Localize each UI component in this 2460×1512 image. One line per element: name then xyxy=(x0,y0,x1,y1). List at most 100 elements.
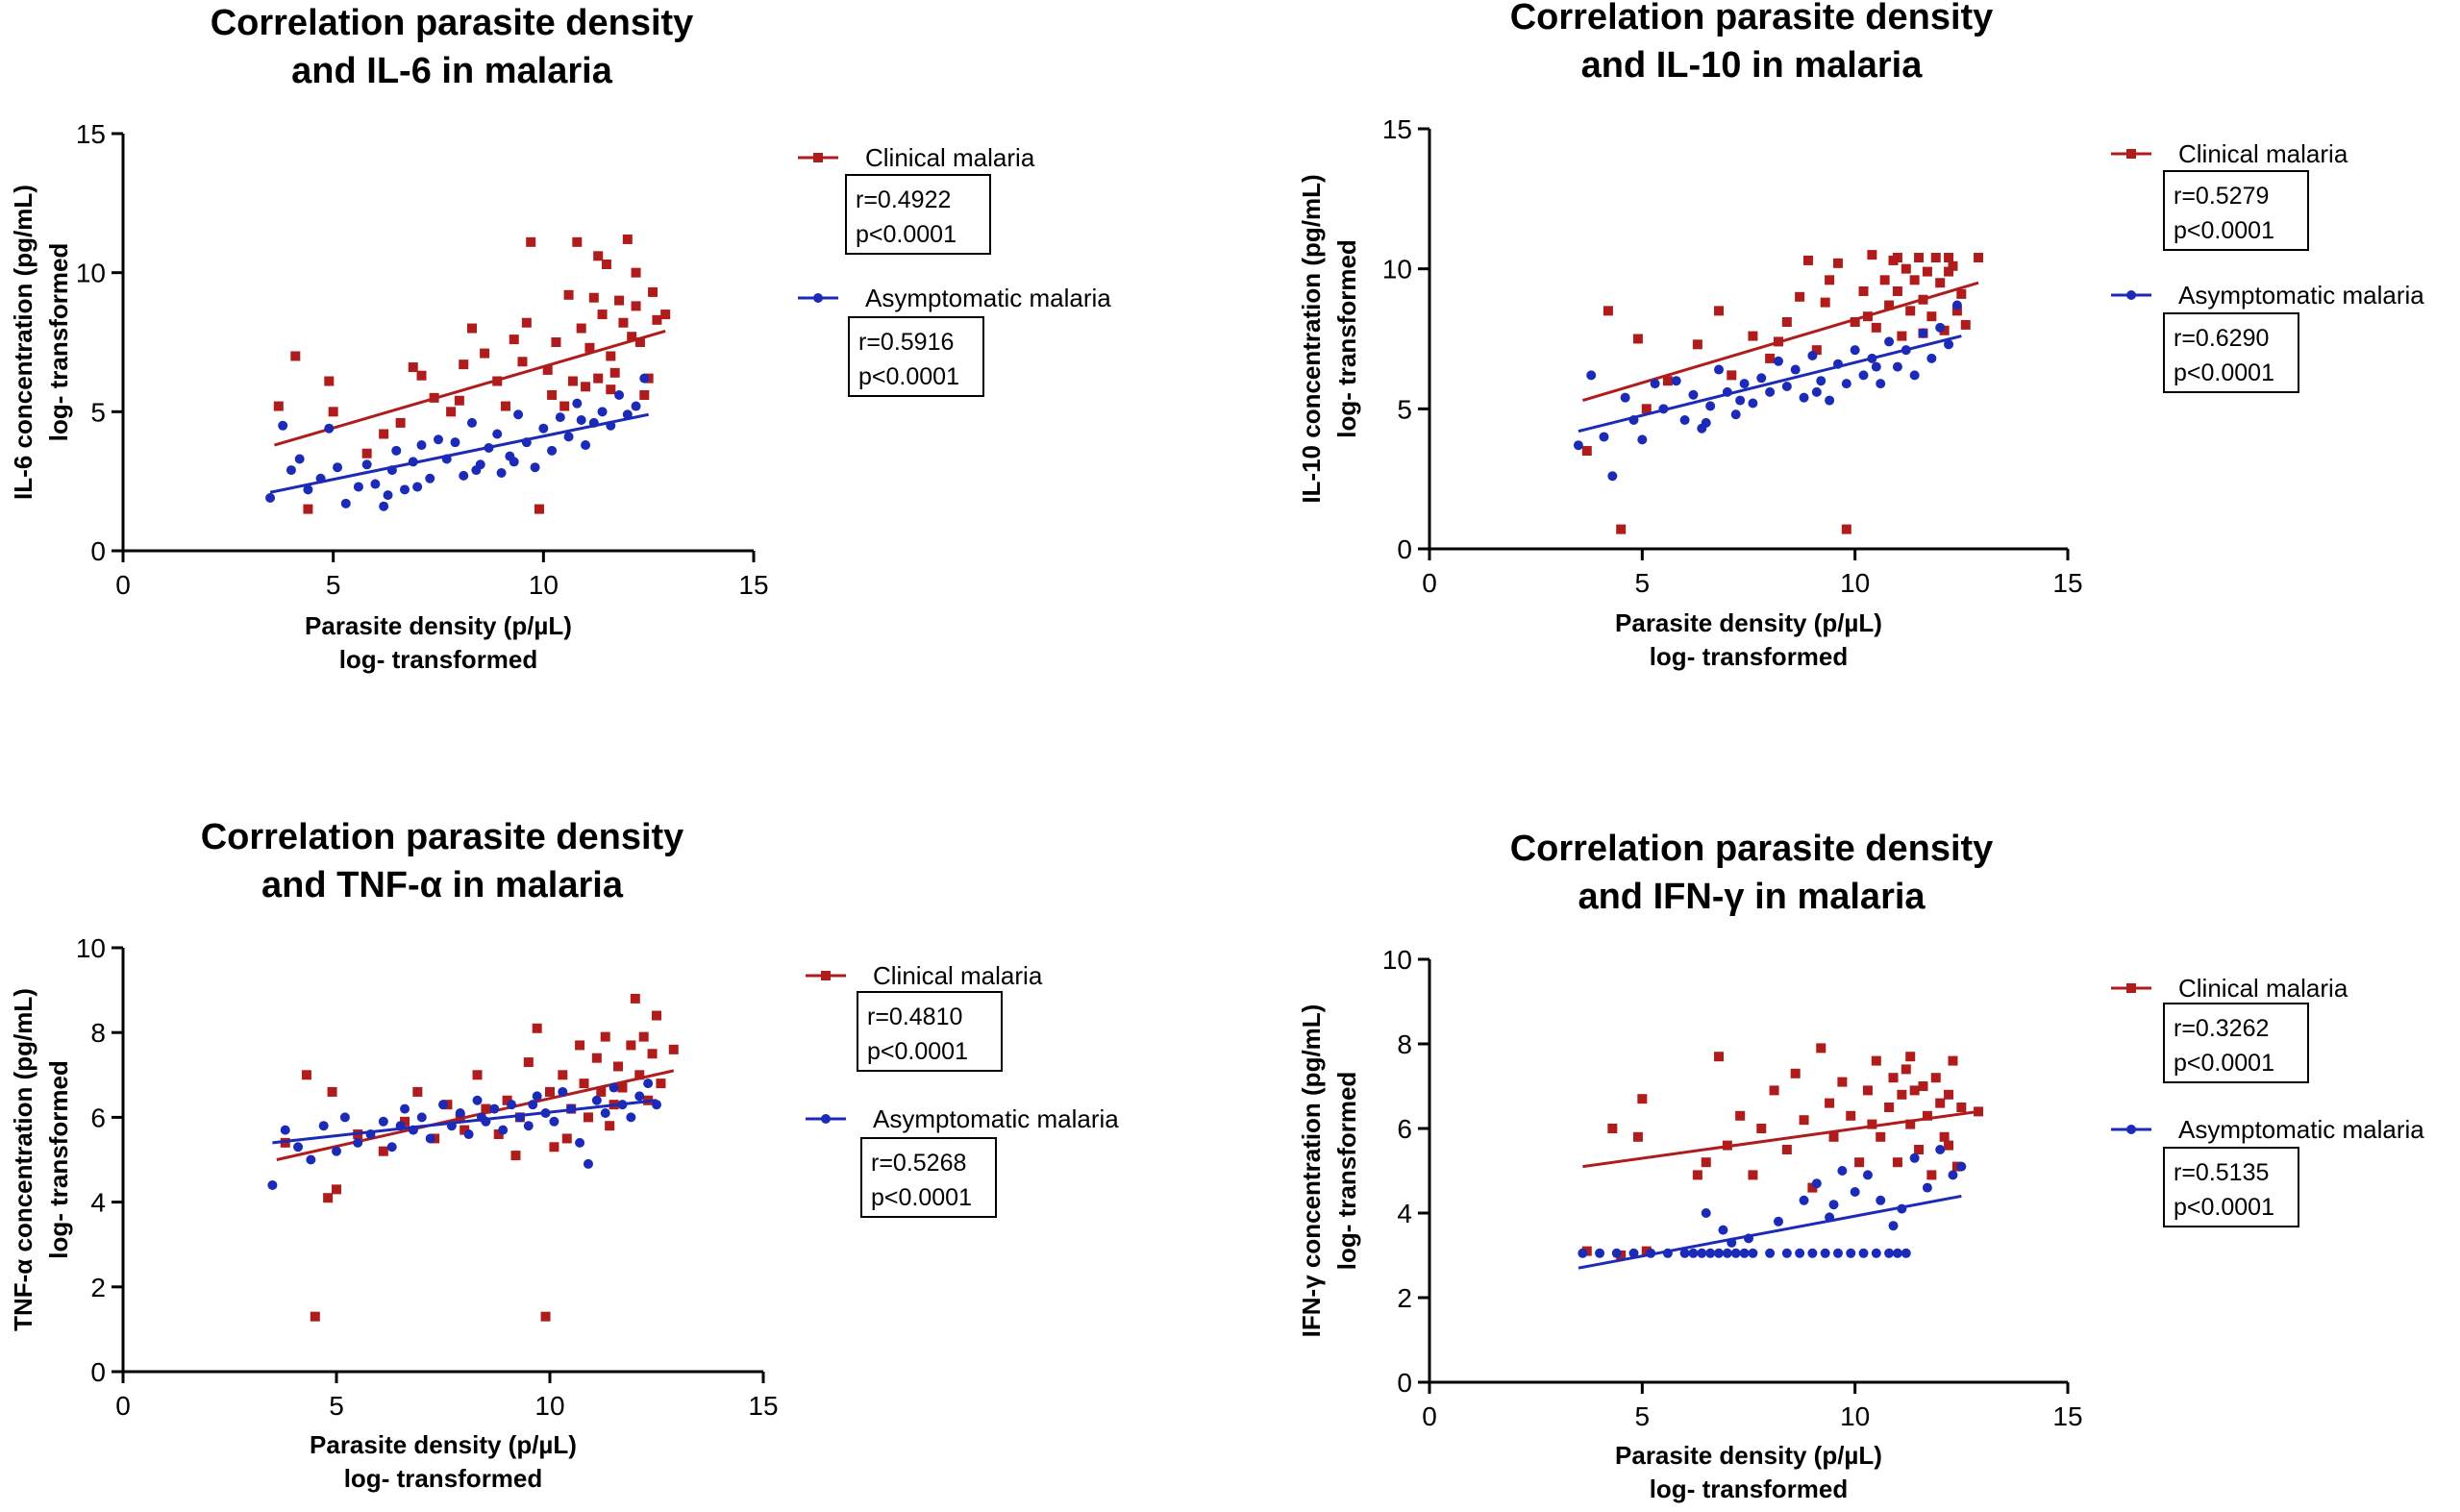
data-point-square xyxy=(510,1151,521,1161)
data-point-square xyxy=(1918,1081,1928,1091)
x-tick-label: 10 xyxy=(1840,1401,1870,1431)
data-point-circle xyxy=(383,490,393,501)
data-point-circle xyxy=(549,1116,559,1127)
data-point-circle xyxy=(1901,1248,1911,1258)
data-point-square xyxy=(563,289,574,300)
stats-r-value: r=0.5916 xyxy=(858,329,954,356)
y-tick-label: 15 xyxy=(1382,114,1412,144)
data-point-square xyxy=(526,236,536,247)
data-point-circle xyxy=(293,1142,304,1153)
data-point-square xyxy=(1867,250,1877,260)
data-point-circle xyxy=(1799,392,1809,403)
legend-entry: Asymptomatic malaria r=0.5916 p<0.0001 xyxy=(798,284,1111,397)
stats-p-value: p<0.0001 xyxy=(2174,1050,2274,1077)
data-point-circle xyxy=(416,440,427,451)
data-point-square xyxy=(327,1086,337,1097)
data-point-square xyxy=(1701,1157,1711,1168)
data-point-square xyxy=(324,376,335,386)
legend-marker-square xyxy=(821,971,831,980)
data-point-square xyxy=(1909,275,1920,285)
y-axis-label: log- transformed xyxy=(1332,239,1361,438)
data-point-square xyxy=(466,323,477,334)
series-asymptomatic xyxy=(1573,300,1962,482)
data-point-square xyxy=(1862,1085,1873,1096)
data-point-square xyxy=(1637,1094,1648,1104)
x-axis-label: log- transformed xyxy=(344,1464,543,1493)
y-tick-label: 6 xyxy=(1397,1114,1412,1144)
legend-label: Clinical malaria xyxy=(2178,974,2348,1003)
legend-entry: Asymptomatic malaria r=0.6290 p<0.0001 xyxy=(2111,281,2424,393)
series-asymptomatic xyxy=(265,373,650,511)
data-point-circle xyxy=(416,1112,427,1123)
data-point-square xyxy=(559,401,570,411)
data-point-circle xyxy=(463,1129,474,1140)
data-point-square xyxy=(412,1086,423,1097)
stats-p-value: p<0.0001 xyxy=(867,1038,968,1065)
data-point-circle xyxy=(1705,1248,1716,1258)
data-point-circle xyxy=(1850,345,1860,356)
data-point-square xyxy=(517,357,528,367)
data-point-square xyxy=(1956,288,1967,299)
data-point-square xyxy=(1926,1170,1937,1180)
data-point-circle xyxy=(492,429,503,439)
x-axis-label: log- transformed xyxy=(1650,642,1849,671)
data-point-circle xyxy=(1858,370,1869,381)
data-point-circle xyxy=(523,1121,534,1131)
data-point-square xyxy=(1841,524,1851,534)
data-point-circle xyxy=(1951,300,1962,310)
stats-p-value: p<0.0001 xyxy=(856,221,957,248)
stats-box xyxy=(2163,1003,2309,1083)
data-point-circle xyxy=(496,467,507,478)
data-point-circle xyxy=(1795,1248,1805,1258)
data-point-circle xyxy=(1820,1248,1830,1258)
data-point-square xyxy=(1714,1052,1725,1062)
data-point-square xyxy=(1714,306,1725,316)
regression-line xyxy=(1578,335,1962,434)
data-point-square xyxy=(588,292,599,303)
stats-r-value: r=0.4810 xyxy=(867,1004,962,1030)
x-tick-label: 5 xyxy=(326,570,341,600)
data-point-square xyxy=(1871,322,1881,333)
data-point-circle xyxy=(472,1095,483,1105)
data-point-circle xyxy=(1944,339,1954,350)
data-point-square xyxy=(1948,260,1958,271)
y-tick-label: 0 xyxy=(90,536,106,566)
y-tick-label: 5 xyxy=(90,397,106,427)
data-point-square xyxy=(1799,1115,1809,1126)
data-point-circle xyxy=(1862,1170,1873,1180)
stats-p-value: p<0.0001 xyxy=(2174,1194,2274,1221)
x-tick-label: 0 xyxy=(1422,1401,1437,1431)
data-point-circle xyxy=(1828,1200,1839,1210)
x-tick-label: 15 xyxy=(2052,568,2082,598)
data-point-square xyxy=(1951,306,1962,316)
data-point-circle xyxy=(652,1100,661,1110)
data-point-circle xyxy=(581,440,591,451)
legend-label: Asymptomatic malaria xyxy=(2178,1115,2424,1144)
data-point-circle xyxy=(528,1100,538,1110)
data-point-square xyxy=(459,359,469,370)
data-point-square xyxy=(1846,1110,1856,1121)
data-point-square xyxy=(1790,1068,1801,1078)
data-point-square xyxy=(1905,306,1916,316)
data-point-square xyxy=(1939,1131,1950,1142)
data-point-circle xyxy=(1730,1248,1741,1258)
data-point-square xyxy=(1748,1170,1758,1180)
data-point-square xyxy=(572,236,583,247)
data-point-square xyxy=(1905,1052,1916,1062)
data-point-circle xyxy=(265,493,276,504)
legend-entry: Clinical malaria r=0.4810 p<0.0001 xyxy=(806,961,1043,1072)
data-point-square xyxy=(1825,275,1835,285)
data-point-square xyxy=(1974,253,1984,263)
stats-box xyxy=(860,1137,997,1218)
data-point-square xyxy=(613,1061,624,1072)
x-axis-label: Parasite density (p/µL) xyxy=(1615,608,1882,637)
data-point-square xyxy=(542,364,553,375)
data-point-circle xyxy=(1701,1208,1711,1218)
data-point-circle xyxy=(1837,1166,1848,1176)
data-point-circle xyxy=(538,423,549,434)
data-point-square xyxy=(1922,1110,1932,1121)
y-tick-label: 4 xyxy=(90,1188,106,1218)
x-axis-label: Parasite density (p/µL) xyxy=(1615,1441,1882,1470)
y-tick-label: 8 xyxy=(90,1018,106,1048)
data-point-square xyxy=(1632,334,1643,344)
